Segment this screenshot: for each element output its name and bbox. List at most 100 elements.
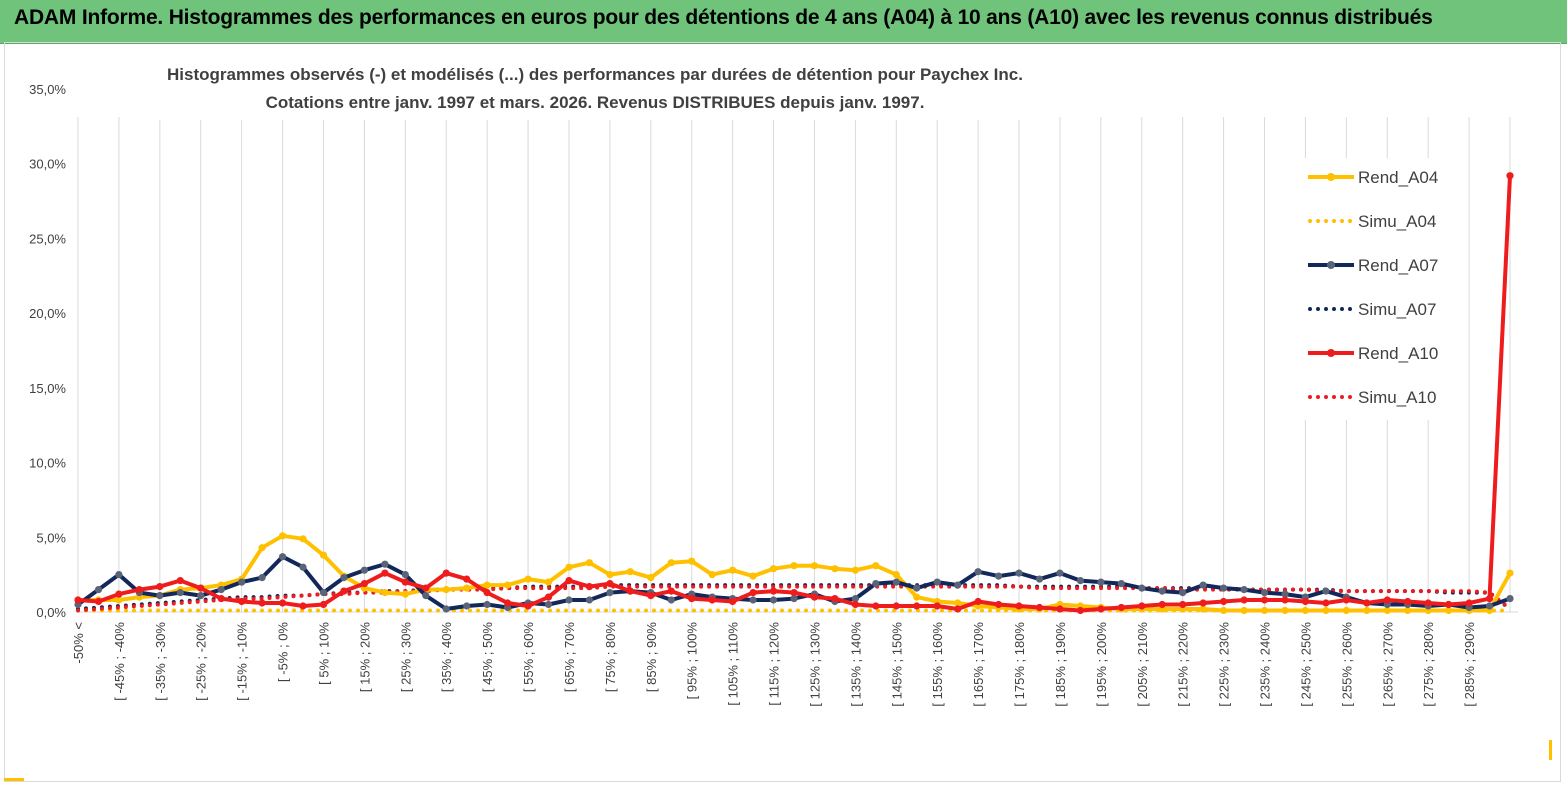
data-point <box>1076 577 1084 585</box>
data-point <box>115 590 123 598</box>
data-point <box>299 535 307 543</box>
data-point <box>1281 606 1289 615</box>
data-point <box>299 602 307 610</box>
x-tick-label: [ 105% ; 110% <box>726 622 741 706</box>
data-point <box>831 595 839 603</box>
data-point <box>401 571 409 579</box>
data-point <box>1424 599 1432 607</box>
series-lines <box>74 172 1514 615</box>
data-point <box>626 568 634 576</box>
x-tick-label: [ -35% ; -30% <box>153 622 168 701</box>
x-tick-label: [ 15% ; 20% <box>357 622 372 693</box>
data-point <box>442 605 450 613</box>
data-point <box>790 595 798 603</box>
y-tick-label: 35,0% <box>29 82 66 97</box>
data-point <box>340 574 348 582</box>
data-point <box>810 593 819 601</box>
legend-label: Simu_A07 <box>1358 300 1436 319</box>
data-point <box>892 578 900 586</box>
data-point <box>279 599 287 607</box>
x-tick-label: [ 175% ; 180% <box>1012 622 1027 707</box>
data-point <box>1485 602 1494 610</box>
data-point <box>1035 603 1044 612</box>
data-point <box>1404 597 1412 606</box>
data-point <box>769 587 778 595</box>
data-point <box>279 553 287 561</box>
chart-title: Histogrammes observés (-) et modélisés (… <box>167 65 1023 84</box>
data-point <box>954 599 962 607</box>
series-line <box>77 175 1512 613</box>
data-point <box>381 589 389 597</box>
data-point <box>319 589 328 597</box>
vertical-gridlines <box>77 117 1511 612</box>
x-tick-label: [ 135% ; 140% <box>848 622 863 707</box>
data-point <box>913 602 921 610</box>
selection-handle-bottom <box>4 778 24 781</box>
data-point <box>647 574 655 582</box>
legend-marker <box>1327 261 1335 269</box>
data-point <box>360 566 368 574</box>
data-point <box>258 574 266 582</box>
data-point <box>1220 584 1228 592</box>
data-point <box>115 571 123 579</box>
data-point <box>872 580 880 588</box>
legend-background <box>1298 158 1458 420</box>
x-tick-label: [ 25% ; 30% <box>398 622 413 693</box>
data-point <box>1158 587 1166 595</box>
data-point <box>1158 600 1166 609</box>
data-point <box>872 602 880 610</box>
data-point <box>360 580 368 588</box>
data-point <box>1363 606 1371 615</box>
data-point <box>176 589 184 597</box>
data-point <box>463 584 471 592</box>
data-point <box>1138 602 1146 610</box>
y-tick-label: 25,0% <box>29 231 66 246</box>
series-line <box>76 584 1512 613</box>
data-point <box>1445 600 1453 609</box>
data-point <box>381 560 389 568</box>
x-tick-label: [ -45% ; -40% <box>112 622 127 701</box>
y-tick-label: 20,0% <box>29 306 66 321</box>
data-point <box>688 557 696 565</box>
data-point <box>1485 595 1494 603</box>
data-point <box>1076 606 1084 615</box>
data-point <box>1097 605 1105 613</box>
legend-marker <box>1327 173 1335 181</box>
data-point <box>1322 587 1330 595</box>
x-tick-label: [ 285% ; 290% <box>1462 622 1477 707</box>
data-point <box>442 569 450 577</box>
data-point <box>1015 602 1023 610</box>
legend-label: Rend_A04 <box>1358 168 1438 187</box>
data-point <box>1342 596 1350 604</box>
x-tick-label: [ 75% ; 80% <box>603 622 618 693</box>
data-point <box>422 592 430 600</box>
data-point <box>156 583 164 591</box>
y-tick-label: 30,0% <box>29 157 66 172</box>
data-point <box>115 596 123 604</box>
data-point <box>892 571 900 579</box>
data-point <box>258 599 266 607</box>
data-point <box>913 584 921 592</box>
data-point <box>606 571 614 579</box>
data-point <box>401 590 409 598</box>
data-point <box>1179 589 1187 597</box>
data-point <box>1117 603 1125 612</box>
x-tick-label: [ 95% ; 100% <box>685 622 700 700</box>
data-point <box>667 587 675 595</box>
data-point <box>1506 595 1514 603</box>
data-point <box>1240 606 1248 615</box>
y-tick-label: 10,0% <box>29 456 66 471</box>
y-tick-label: 15,0% <box>29 381 66 396</box>
data-point <box>1404 606 1412 615</box>
data-point <box>299 563 307 571</box>
x-tick-label: [ 35% ; 40% <box>439 622 454 693</box>
data-point <box>1240 596 1248 604</box>
series-rend-a10 <box>74 172 1514 615</box>
data-point <box>729 597 737 606</box>
data-point <box>1035 575 1044 583</box>
data-point <box>524 602 532 610</box>
data-point <box>1138 584 1146 592</box>
legend-label: Simu_A04 <box>1358 212 1436 231</box>
data-point <box>1301 606 1309 615</box>
data-point <box>585 583 594 591</box>
